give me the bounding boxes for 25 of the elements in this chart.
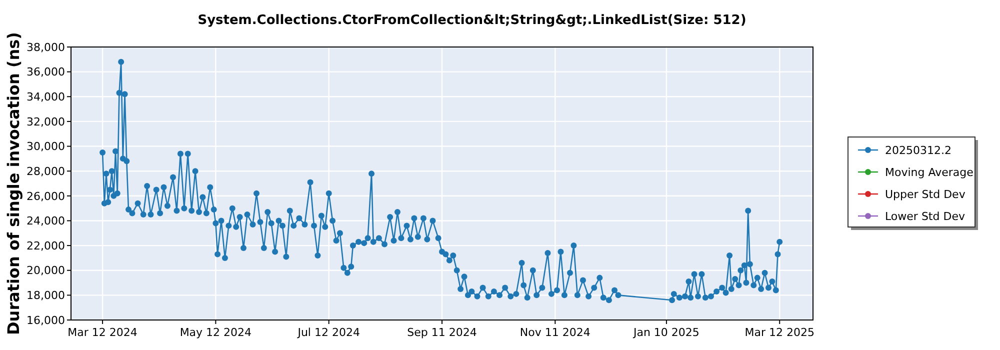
y-tick-label: 30,000 [26, 140, 65, 154]
y-tick-label: 18,000 [26, 289, 65, 302]
legend-label: Upper Std Dev [885, 188, 966, 201]
x-tick-label: Mar 12 2024 [68, 326, 138, 339]
y-tick-label: 22,000 [26, 239, 65, 252]
y-axis-title: Duration of single invocation (ns) [4, 32, 23, 335]
x-tick-label: Mar 12 2025 [744, 326, 814, 339]
legend-label: Lower Std Dev [885, 210, 966, 223]
x-tick-label: May 12 2024 [180, 326, 252, 339]
y-tick-label: 38,000 [26, 40, 65, 54]
y-tick-label: 24,000 [26, 214, 65, 228]
y-tick-label: 32,000 [26, 115, 65, 128]
y-tick-label: 16,000 [26, 314, 65, 327]
x-tick-label: Sep 11 2024 [407, 326, 477, 339]
x-tick-label: Nov 11 2024 [520, 326, 590, 339]
y-tick-label: 26,000 [26, 190, 65, 203]
y-tick-label: 20,000 [26, 264, 65, 278]
x-tick-label: Jul 12 2024 [296, 326, 360, 339]
legend-label: 20250312.2 [885, 144, 952, 157]
x-tick-label: Jan 10 2025 [632, 326, 700, 339]
y-tick-label: 36,000 [26, 66, 65, 79]
legend-label: Moving Average [885, 166, 974, 179]
y-tick-label: 34,000 [26, 90, 65, 104]
y-tick-label: 28,000 [26, 164, 65, 178]
chart-title: System.Collections.CtorFromCollection&lt;String&gt;.LinkedList(Size: 512) [198, 13, 746, 28]
